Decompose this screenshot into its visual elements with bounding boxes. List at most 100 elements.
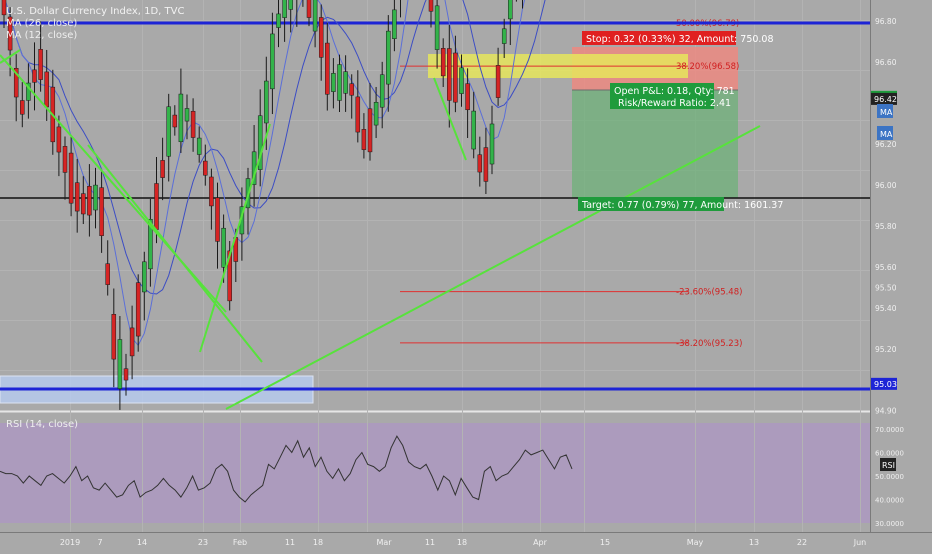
ma-12-legend[interactable]: MA (12, close): [6, 30, 77, 41]
stop-label-text: Stop: 0.32 (0.33%) 32, Amount: 750.08: [586, 34, 774, 45]
candle[interactable]: [325, 22, 330, 111]
candle[interactable]: [508, 0, 513, 46]
candle[interactable]: [276, 0, 281, 48]
trendline-down-3[interactable]: [433, 77, 467, 161]
candle[interactable]: [190, 98, 196, 152]
candle[interactable]: [20, 82, 25, 128]
trendlines[interactable]: [0, 49, 761, 410]
trendline-up-2[interactable]: [0, 49, 21, 64]
candle[interactable]: [459, 54, 464, 107]
candles[interactable]: [1, 0, 573, 410]
candle[interactable]: [105, 240, 110, 296]
candle[interactable]: [56, 115, 62, 177]
candle[interactable]: [349, 74, 354, 119]
candle[interactable]: [337, 54, 342, 112]
candle[interactable]: [483, 127, 489, 195]
trendline-down-2[interactable]: [87, 144, 263, 363]
candle[interactable]: [93, 167, 98, 229]
candle[interactable]: [178, 68, 184, 153]
pnl-label[interactable]: Open P&L: 0.18, Qty: 781 Risk/Reward Rat…: [610, 83, 735, 109]
candle[interactable]: [361, 113, 367, 159]
price-scale[interactable]: [870, 0, 932, 532]
candle[interactable]: [318, 4, 324, 81]
candle[interactable]: [26, 63, 31, 119]
price-tick: 96.00: [875, 181, 897, 190]
time-scale[interactable]: [0, 532, 932, 550]
candle[interactable]: [257, 89, 263, 187]
candle[interactable]: [148, 199, 153, 287]
candle[interactable]: [288, 0, 293, 33]
candle[interactable]: [81, 176, 86, 225]
candle[interactable]: [142, 251, 147, 321]
ma-26-legend[interactable]: MA (26, close): [6, 18, 77, 29]
candle[interactable]: [312, 0, 318, 48]
ma-26-line[interactable]: [4, 0, 571, 295]
candle-body: [337, 64, 342, 101]
candle[interactable]: [196, 126, 202, 163]
candle[interactable]: [7, 7, 13, 77]
trendline-main[interactable]: [225, 125, 761, 410]
candle[interactable]: [343, 55, 348, 112]
candle[interactable]: [172, 105, 178, 136]
candle[interactable]: [379, 61, 385, 129]
candle[interactable]: [13, 54, 19, 122]
trendline-up-1[interactable]: [199, 123, 271, 353]
candle[interactable]: [166, 93, 171, 182]
candle[interactable]: [209, 168, 214, 230]
ma-12-line[interactable]: [4, 0, 571, 347]
candle[interactable]: [1, 0, 7, 29]
candle[interactable]: [465, 68, 470, 139]
candle[interactable]: [295, 0, 299, 27]
candle[interactable]: [282, 0, 287, 42]
candle[interactable]: [62, 136, 68, 200]
candle[interactable]: [270, 12, 275, 115]
candle[interactable]: [355, 70, 361, 143]
time-label: May: [687, 538, 704, 547]
candle[interactable]: [160, 137, 165, 201]
candle-body: [129, 327, 135, 357]
candle[interactable]: [68, 135, 74, 217]
rsi-line[interactable]: [0, 435, 573, 503]
candle[interactable]: [215, 182, 220, 269]
candle[interactable]: [501, 18, 507, 58]
candle[interactable]: [87, 164, 92, 237]
candle[interactable]: [221, 214, 226, 283]
candle[interactable]: [386, 15, 391, 112]
rsi-legend[interactable]: RSI (14, close): [6, 419, 78, 430]
candle[interactable]: [99, 170, 104, 253]
candle[interactable]: [203, 144, 208, 186]
time-label: 15: [600, 538, 610, 547]
target-label[interactable]: Target: 0.77 (0.79%) 77, Amount: 1601.37: [578, 197, 783, 211]
candle[interactable]: [471, 91, 476, 159]
candle-body: [227, 250, 232, 302]
candle[interactable]: [453, 35, 458, 113]
candle[interactable]: [434, 0, 440, 69]
candle[interactable]: [123, 353, 129, 396]
candle[interactable]: [399, 0, 403, 18]
candle[interactable]: [32, 42, 37, 111]
candle[interactable]: [38, 21, 43, 92]
candle-body: [160, 160, 165, 178]
candle[interactable]: [129, 305, 135, 380]
candle[interactable]: [306, 0, 312, 27]
candle-body: [56, 126, 62, 153]
candle[interactable]: [135, 274, 141, 352]
candle[interactable]: [373, 86, 379, 139]
stop-label[interactable]: Stop: 0.32 (0.33%) 32, Amount: 750.08: [582, 31, 774, 45]
candle[interactable]: [74, 158, 80, 233]
candle[interactable]: [111, 288, 117, 388]
candle[interactable]: [117, 316, 123, 410]
candle[interactable]: [367, 83, 373, 161]
candle[interactable]: [440, 38, 446, 87]
candle[interactable]: [495, 47, 501, 106]
candle[interactable]: [447, 24, 452, 128]
candle[interactable]: [428, 0, 434, 28]
candle[interactable]: [331, 58, 336, 109]
candle[interactable]: [477, 136, 483, 187]
candle[interactable]: [184, 94, 190, 140]
candle-body: [26, 82, 31, 101]
candle[interactable]: [489, 105, 495, 175]
candle[interactable]: [392, 0, 397, 52]
